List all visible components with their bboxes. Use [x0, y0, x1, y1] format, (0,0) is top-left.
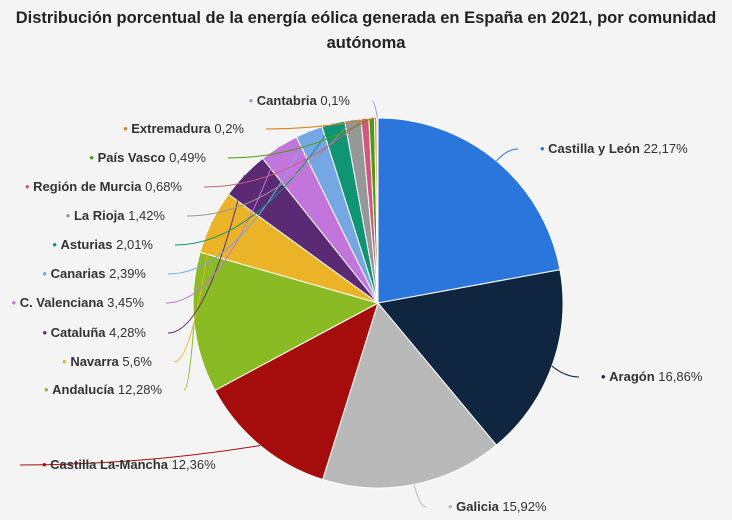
pie-slice-4 — [214, 301, 379, 481]
chart-title: Distribución porcentual de la energía eó… — [15, 9, 717, 52]
leader-line — [167, 175, 245, 334]
data-label: • Extremadura 0,2% — [123, 121, 244, 136]
data-label: • País Vasco 0,49% — [89, 150, 206, 165]
data-label: • Navarra 5,6% — [62, 354, 152, 369]
data-label: • Región de Murcia 0,68% — [25, 179, 182, 194]
leader-line — [496, 148, 519, 162]
leader-line — [183, 322, 195, 391]
data-label: • La Rioja 1,42% — [66, 208, 166, 223]
data-label: • Asturias 2,01% — [52, 237, 153, 252]
data-label: • Cantabria 0,1% — [249, 93, 351, 108]
leader-line — [173, 221, 213, 363]
data-label: • Canarias 2,39% — [42, 266, 146, 281]
data-label: • Andalucía 12,28% — [44, 382, 162, 397]
leader-line — [265, 117, 376, 130]
leader-line — [19, 445, 261, 466]
pie-slice-3 — [322, 301, 498, 489]
data-label: • Cataluña 4,28% — [42, 325, 146, 340]
data-label: • Castilla La-Mancha 12,36% — [42, 457, 216, 472]
data-label: • Castilla y León 22,17% — [540, 141, 688, 156]
data-label: • Aragón 16,86% — [601, 369, 703, 384]
leader-line — [413, 484, 427, 508]
data-label: • C. Valenciana 3,45% — [12, 295, 145, 310]
leader-line — [227, 117, 372, 159]
data-label: • Galicia 15,92% — [448, 499, 547, 514]
leader-line — [174, 123, 334, 246]
pie-slice-2 — [377, 269, 564, 446]
leader-line — [371, 100, 378, 119]
leader-line — [167, 131, 310, 275]
pie-slice-1 — [377, 117, 561, 304]
pie-slice-15 — [376, 117, 379, 304]
leader-line — [186, 119, 354, 217]
leader-line — [551, 365, 580, 378]
leader-line — [165, 146, 280, 304]
leader-line — [203, 118, 366, 188]
